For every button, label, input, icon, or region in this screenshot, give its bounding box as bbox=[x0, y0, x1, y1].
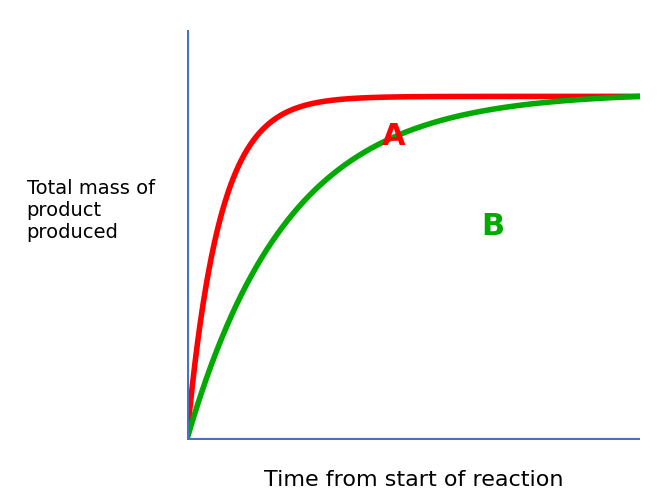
Text: Total mass of
product
produced: Total mass of product produced bbox=[27, 178, 155, 242]
Text: Time from start of reaction: Time from start of reaction bbox=[263, 470, 564, 490]
Text: B: B bbox=[482, 212, 505, 241]
Text: A: A bbox=[382, 122, 406, 151]
